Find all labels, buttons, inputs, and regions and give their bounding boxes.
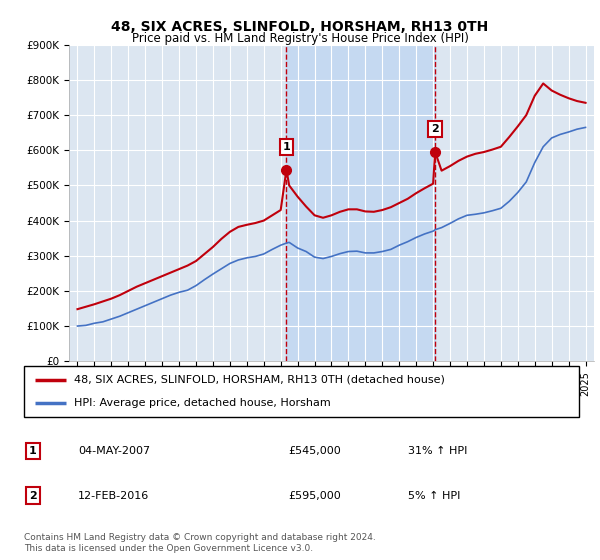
Text: 2: 2 — [431, 124, 439, 134]
Text: 04-MAY-2007: 04-MAY-2007 — [78, 446, 150, 456]
Text: HPI: Average price, detached house, Horsham: HPI: Average price, detached house, Hors… — [74, 398, 331, 408]
Text: 1: 1 — [283, 142, 290, 152]
Text: £545,000: £545,000 — [288, 446, 341, 456]
Text: 48, SIX ACRES, SLINFOLD, HORSHAM, RH13 0TH: 48, SIX ACRES, SLINFOLD, HORSHAM, RH13 0… — [112, 20, 488, 34]
Bar — [286, 45, 435, 361]
Text: 31% ↑ HPI: 31% ↑ HPI — [408, 446, 467, 456]
Text: Price paid vs. HM Land Registry's House Price Index (HPI): Price paid vs. HM Land Registry's House … — [131, 32, 469, 45]
Text: 2: 2 — [29, 491, 37, 501]
Text: 1: 1 — [29, 446, 37, 456]
Text: £595,000: £595,000 — [288, 491, 341, 501]
Text: 48, SIX ACRES, SLINFOLD, HORSHAM, RH13 0TH (detached house): 48, SIX ACRES, SLINFOLD, HORSHAM, RH13 0… — [74, 375, 445, 385]
Text: 5% ↑ HPI: 5% ↑ HPI — [408, 491, 460, 501]
Text: Contains HM Land Registry data © Crown copyright and database right 2024.
This d: Contains HM Land Registry data © Crown c… — [24, 533, 376, 553]
Text: 12-FEB-2016: 12-FEB-2016 — [78, 491, 149, 501]
